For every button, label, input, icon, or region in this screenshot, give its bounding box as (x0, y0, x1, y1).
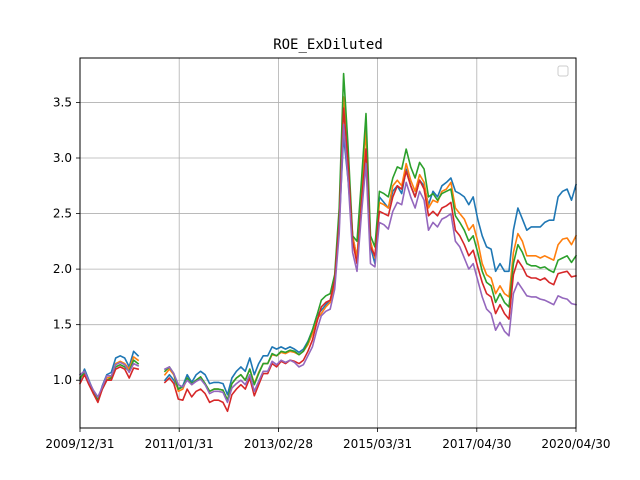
series-4-line (78, 366, 140, 404)
y-tick-label: 3.0 (53, 151, 72, 165)
series-lines (78, 72, 578, 413)
x-tick-label: 2017/04/30 (442, 437, 511, 451)
legend-box (557, 65, 569, 77)
series-5-line (78, 361, 140, 398)
x-tick-label: 2011/01/31 (145, 437, 214, 451)
y-tick-label: 2.5 (53, 207, 72, 221)
x-tick-label: 2013/02/28 (244, 437, 313, 451)
y-tick-label: 1.0 (53, 373, 72, 387)
plot-frame (79, 57, 577, 429)
x-tick-label: 2015/03/31 (343, 437, 412, 451)
x-tick-label: 2009/12/31 (45, 437, 114, 451)
series-5-line (163, 123, 577, 404)
plot-area (80, 58, 576, 428)
y-tick-label: 3.5 (53, 95, 72, 109)
y-tick-label: 2.0 (53, 262, 72, 276)
grid (79, 58, 577, 428)
chart-title: ROE_ExDiluted (273, 37, 383, 53)
x-tick-label: 2020/04/30 (541, 437, 610, 451)
axis-ticks: 2009/12/31 2011/01/31 2013/02/28 2015/03/31… (45, 95, 610, 451)
y-tick-label: 1.5 (53, 318, 72, 332)
